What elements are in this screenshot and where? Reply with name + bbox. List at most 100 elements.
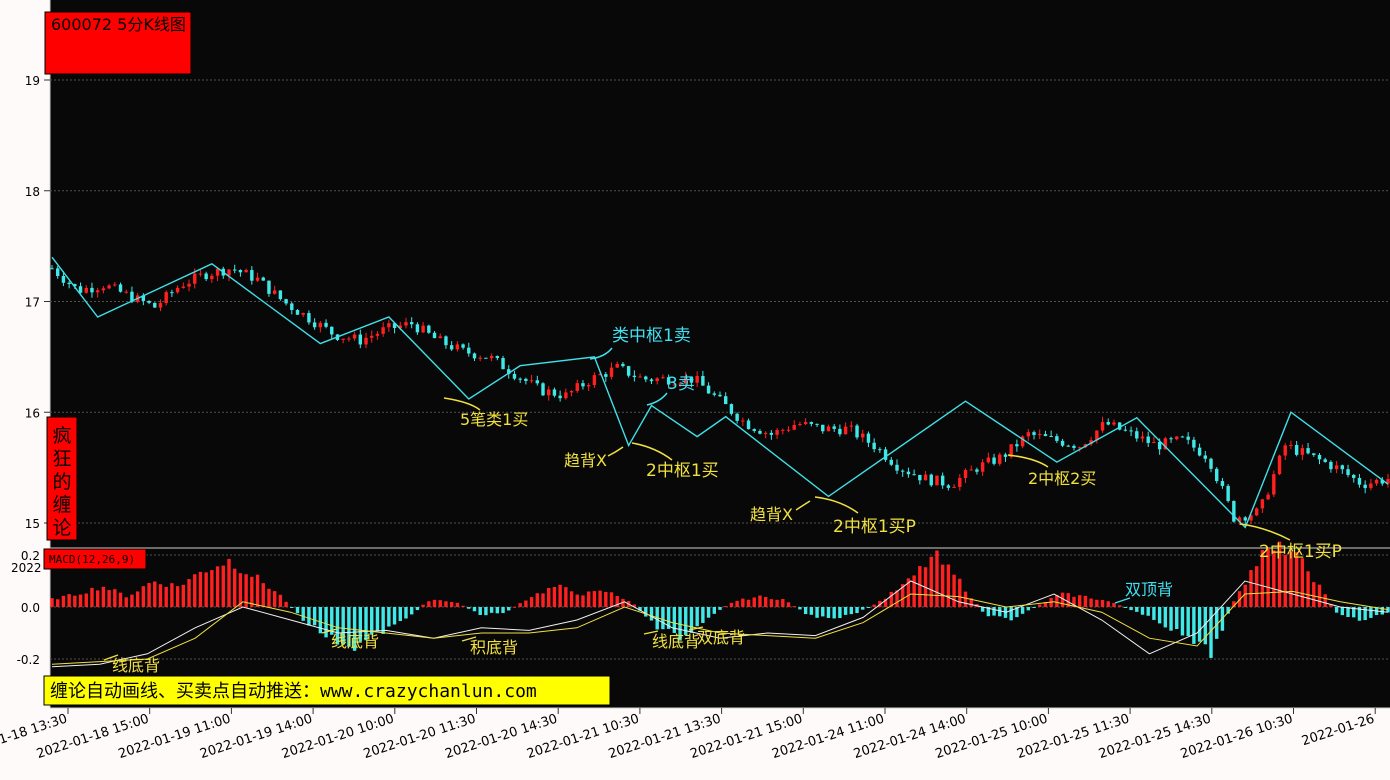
candle-body: [175, 287, 180, 293]
macd-hist-bar: [644, 607, 648, 617]
candle-body: [244, 270, 248, 273]
macd-tick-label: 0.0: [21, 601, 40, 615]
macd-hist-bar: [335, 607, 340, 645]
macd-hist-bar: [1140, 607, 1145, 615]
macd-hist-bar: [866, 607, 871, 608]
macd-hist-bar: [815, 607, 819, 618]
candle-body: [341, 338, 345, 340]
candle-body: [1015, 444, 1019, 447]
candle-body: [1272, 474, 1276, 495]
macd-hist-bar: [1340, 607, 1345, 616]
candle-body: [1209, 458, 1213, 469]
macd-hist-bar: [861, 607, 865, 610]
candle-body: [1123, 429, 1128, 431]
macd-hist-bar: [1380, 607, 1384, 615]
candle-body: [478, 357, 482, 359]
candle-body: [1163, 438, 1168, 450]
macd-hist-bar: [821, 607, 825, 617]
candle-body: [489, 356, 494, 359]
candle-body: [644, 376, 648, 380]
annotation-arrow: [646, 392, 668, 406]
macd-hist-bar: [843, 607, 848, 615]
candle-body: [1152, 441, 1156, 443]
annotation-arrow: [631, 442, 673, 461]
candle-body: [1340, 465, 1345, 470]
candle-body: [1003, 454, 1008, 457]
candle-body: [889, 459, 893, 465]
macd-hist-bar: [210, 570, 214, 607]
macd-hist-bar: [900, 584, 905, 607]
price-panel: [50, 0, 1390, 548]
macd-hist-bar: [261, 583, 265, 607]
chan-stroke-line: [51, 256, 1389, 529]
candle-body: [1220, 481, 1225, 486]
macd-hist-bar: [1317, 584, 1322, 607]
annotation-arrow: [607, 446, 624, 457]
macd-hist-bar: [1117, 605, 1122, 607]
macd-hist-bar: [1226, 607, 1230, 614]
macd-hist-bar: [529, 597, 534, 607]
candle-body: [278, 290, 283, 300]
macd-hist-bar: [1334, 607, 1339, 613]
candle-body: [1135, 431, 1139, 439]
macd-hist-bar: [409, 607, 414, 615]
candle-body: [124, 291, 128, 293]
macd-hist-bar: [849, 607, 854, 615]
candle-body: [107, 285, 111, 289]
macd-hist-bar: [1243, 584, 1247, 607]
macd-hist-bar: [1186, 607, 1190, 636]
macd-hist-bar: [318, 607, 323, 634]
macd-hist-bar: [940, 564, 945, 607]
macd-hist-bar: [1232, 601, 1236, 607]
macd-hist-bar: [501, 607, 505, 614]
macd-hist-bar: [872, 604, 876, 607]
candle-body: [535, 380, 540, 384]
candle-body: [370, 335, 374, 338]
macd-hist-bar: [301, 607, 305, 621]
macd-hist-bar: [444, 601, 448, 607]
macd-hist-bar: [855, 607, 859, 614]
candle-body: [826, 426, 831, 432]
macd-hist-bar: [107, 590, 111, 607]
candle-body: [261, 277, 265, 281]
candle-body: [1306, 448, 1310, 454]
candle-body: [655, 378, 659, 382]
price-tick-label: 19: [25, 74, 40, 88]
macd-hist-bar: [215, 566, 220, 607]
macd-hist-bar: [1112, 603, 1116, 607]
macd-hist-bar: [181, 584, 186, 607]
candle-body: [147, 300, 151, 303]
macd-hist-bar: [586, 591, 591, 607]
candle-body: [444, 336, 448, 346]
macd-hist-bar: [135, 591, 140, 607]
macd-hist-bar: [164, 586, 168, 607]
macd-hist-bar: [1032, 607, 1036, 608]
candle-body: [718, 394, 722, 397]
macd-axis-note: 2022: [11, 561, 42, 575]
macd-hist-bar: [375, 607, 380, 631]
macd-dea-line: [51, 590, 1389, 665]
macd-hist-bar: [581, 595, 585, 607]
candle-body: [969, 469, 973, 471]
candle-body: [1203, 455, 1208, 459]
candle-body: [1312, 453, 1316, 455]
price-annotation-label: 趋背X: [750, 505, 793, 524]
candle-body: [547, 389, 551, 396]
candle-body: [695, 376, 699, 383]
macd-hist-bar: [775, 599, 779, 607]
macd-hist-bar: [969, 598, 973, 607]
candle-body: [301, 313, 305, 315]
candle-body: [398, 325, 402, 329]
macd-hist-bar: [552, 586, 557, 607]
candle-body: [763, 432, 768, 434]
macd-hist-bar: [1072, 596, 1076, 607]
side-label-char: 的: [52, 471, 71, 493]
candle-body: [153, 302, 157, 308]
candle-body: [1237, 517, 1242, 522]
price-annotation-label: 2中枢1买: [646, 461, 719, 481]
macd-hist-bar: [746, 599, 751, 607]
macd-hist-bar: [832, 607, 836, 619]
candle-body: [318, 322, 323, 328]
macd-hist-bar: [364, 607, 368, 641]
macd-hist-bar: [404, 607, 408, 619]
